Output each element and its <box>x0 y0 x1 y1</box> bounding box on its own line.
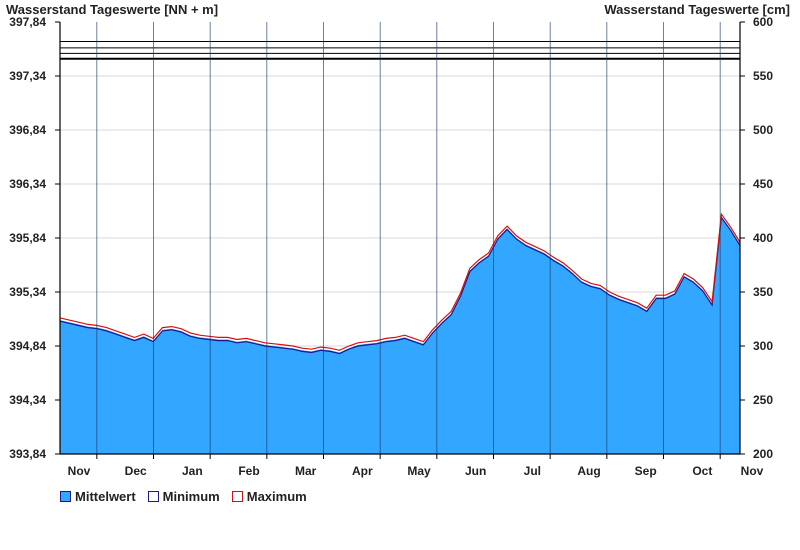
month-label-sep: Sep <box>635 464 657 478</box>
right-tick-label: 200 <box>753 447 773 461</box>
right-tick-label: 450 <box>753 177 773 191</box>
legend-item-maximum: Maximum <box>231 489 307 504</box>
right-tick-label: 400 <box>753 231 773 245</box>
month-label-jul: Jul <box>524 464 541 478</box>
left-tick-label: 393,84 <box>9 447 46 461</box>
month-label-dec: Dec <box>125 464 147 478</box>
left-tick-label: 396,84 <box>9 123 46 137</box>
month-label-jun: Jun <box>465 464 486 478</box>
minimum-line <box>59 215 741 355</box>
minimum-swatch <box>147 491 159 502</box>
maximum-line <box>59 212 741 351</box>
left-tick-label: 395,84 <box>9 231 46 245</box>
right-tick-label: 250 <box>753 393 773 407</box>
month-separators <box>96 22 721 459</box>
month-label-nov: Nov <box>741 464 764 478</box>
right-tick-label: 300 <box>753 339 773 353</box>
plot-area <box>59 212 741 454</box>
left-axis-ticks: 393,84 394,34 394,84 395,34 395,84 396,34 396,… <box>9 15 60 461</box>
left-tick-label: 397,34 <box>9 69 46 83</box>
right-axis-ticks: 200 250 300 350 400 450 500 550 600 <box>740 15 773 461</box>
x-axis-month-labels: Nov Dec Jan Feb Mar Apr May Jun Jul Aug Sep Oct Nov <box>68 464 764 478</box>
left-tick-label: 397,84 <box>9 15 46 29</box>
month-label-feb: Feb <box>238 464 259 478</box>
legend-label: Minimum <box>162 489 220 504</box>
mittelwert-swatch <box>60 491 71 502</box>
right-tick-label: 600 <box>753 15 773 29</box>
month-label-mar: Mar <box>295 464 317 478</box>
right-axis-title: Wasserstand Tageswerte [cm] <box>604 2 790 17</box>
right-tick-label: 350 <box>753 285 773 299</box>
left-tick-label: 394,34 <box>9 393 46 407</box>
legend-label: Mittelwert <box>75 489 136 504</box>
left-axis-title: Wasserstand Tageswerte [NN + m] <box>6 2 218 17</box>
legend-item-minimum: Minimum <box>147 489 220 504</box>
legend: Mittelwert Minimum Maximum <box>60 489 307 504</box>
maximum-swatch <box>231 491 243 502</box>
legend-label: Maximum <box>246 489 307 504</box>
month-label-aug: Aug <box>577 464 600 478</box>
month-label-nov: Nov <box>68 464 91 478</box>
right-tick-label: 550 <box>753 69 773 83</box>
left-tick-label: 396,34 <box>9 177 46 191</box>
month-label-apr: Apr <box>352 464 373 478</box>
month-label-jan: Jan <box>182 464 203 478</box>
mittelwert-area <box>60 216 740 454</box>
right-tick-label: 500 <box>753 123 773 137</box>
month-label-may: May <box>407 464 431 478</box>
left-tick-label: 395,34 <box>9 285 46 299</box>
reference-lines <box>60 40 740 60</box>
legend-item-mittelwert: Mittelwert <box>60 489 136 504</box>
left-tick-label: 394,84 <box>9 339 46 353</box>
month-label-oct: Oct <box>692 464 712 478</box>
